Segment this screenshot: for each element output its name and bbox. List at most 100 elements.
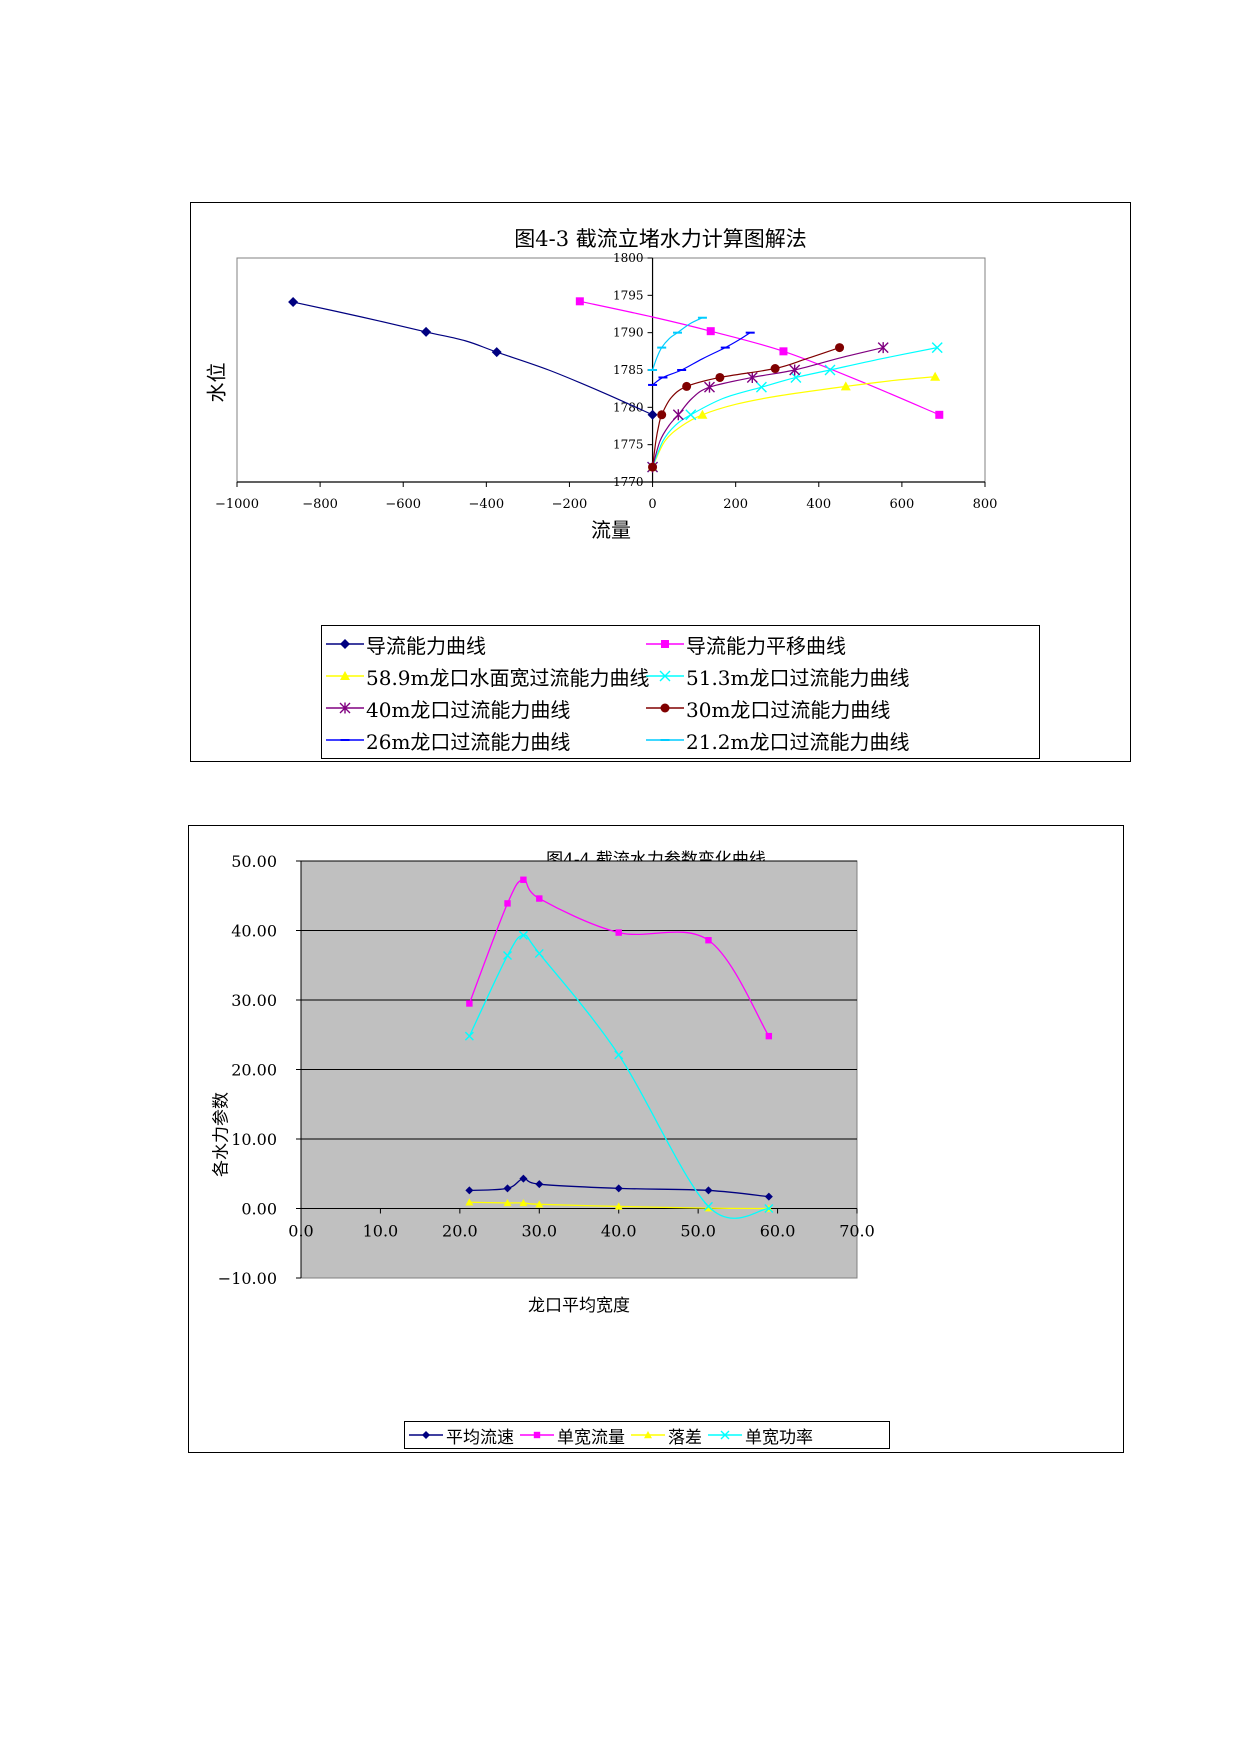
legend-item: 26m龙口过流能力曲线 xyxy=(326,724,570,756)
data-point xyxy=(536,895,543,902)
legend-swatch xyxy=(646,703,684,713)
legend-swatch xyxy=(520,1431,554,1439)
legend-marker xyxy=(644,1431,652,1439)
series-30m龙口过流能力曲线 xyxy=(648,343,845,472)
data-point xyxy=(704,1186,713,1195)
data-point xyxy=(657,410,667,420)
legend-swatch xyxy=(646,670,684,682)
data-point xyxy=(535,1200,544,1208)
x-tick-label: 20.0 xyxy=(442,1222,478,1241)
x-tick-label: 40.0 xyxy=(601,1222,637,1241)
data-point xyxy=(504,900,511,907)
data-point xyxy=(682,381,692,391)
y-tick-label: 1785 xyxy=(613,363,644,377)
x-tick-label: 0.0 xyxy=(288,1222,313,1241)
legend-label: 单宽功率 xyxy=(745,1427,813,1448)
legend-item: 落差 xyxy=(631,1423,702,1448)
y-tick-label: 1775 xyxy=(613,438,644,452)
legend-label: 26m龙口过流能力曲线 xyxy=(366,729,571,754)
series-单宽功率 xyxy=(464,930,774,1219)
legend-marker xyxy=(660,703,670,713)
legend-item: 单宽流量 xyxy=(520,1423,625,1448)
y-tick-label: 1800 xyxy=(613,251,644,265)
data-point xyxy=(534,948,544,958)
data-point xyxy=(746,371,758,383)
legend-label: 58.9m龙口水面宽过流能力曲线 xyxy=(366,665,650,690)
data-point xyxy=(503,1198,512,1207)
x-tick-label: 400 xyxy=(806,497,831,512)
data-point xyxy=(715,372,725,382)
legend-item: 平均流速 xyxy=(409,1423,514,1448)
legend-label: 落差 xyxy=(668,1427,702,1448)
chart-title: 图4-3 截流立堵水力计算图解法 xyxy=(514,227,807,251)
legend-swatch xyxy=(631,1431,665,1439)
x-tick-label: −600 xyxy=(385,497,421,512)
data-point xyxy=(697,409,708,419)
y-tick-label: 30.00 xyxy=(231,991,277,1010)
plot-frame xyxy=(236,257,986,483)
x-tick-label: −200 xyxy=(552,497,588,512)
data-point xyxy=(931,342,943,354)
legend: 平均流速 单宽流量 落差 单宽功率 xyxy=(404,1421,890,1449)
legend-item: 40m龙口过流能力曲线 xyxy=(326,692,570,724)
plot-area-fig-4-3: 1770 1775 1780 1785 1790 1795 1800 −1000 −800 −60… xyxy=(215,251,998,542)
x-tick-label: 600 xyxy=(889,497,914,512)
data-point xyxy=(703,1201,713,1211)
legend-item: 21.2m龙口过流能力曲线 xyxy=(646,724,910,756)
series-单宽流量 xyxy=(466,876,773,1040)
x-tick-label: 0 xyxy=(648,497,656,512)
legend-item: 单宽功率 xyxy=(708,1423,813,1448)
legend: 导流能力曲线 导流能力平移曲线 58.9m龙口水面宽过流能力曲线 51.3m龙口过流能… xyxy=(321,625,1040,759)
legend-marker xyxy=(720,1430,730,1440)
legend-marker xyxy=(659,670,671,682)
data-point xyxy=(824,364,836,376)
series-line xyxy=(579,300,940,416)
data-point xyxy=(615,929,622,936)
legend-item: 导流能力曲线 xyxy=(326,628,486,660)
data-point xyxy=(614,1050,624,1060)
data-point xyxy=(535,1180,544,1189)
data-point xyxy=(770,364,780,374)
legend-swatch xyxy=(326,639,364,649)
data-point xyxy=(706,327,715,336)
x-tick-label: −800 xyxy=(302,497,338,512)
data-point xyxy=(465,1186,474,1195)
series-line xyxy=(651,347,938,468)
plot-area-fig-4-4: −10.00 0.00 10.00 20.00 30.00 40.00 50.00 0.0 10… xyxy=(218,852,875,1316)
series-line xyxy=(652,376,936,468)
legend-label: 平均流速 xyxy=(446,1427,514,1448)
data-point xyxy=(705,937,712,944)
data-point xyxy=(614,1184,623,1193)
data-point xyxy=(703,381,715,393)
y-tick-label: 20.00 xyxy=(231,1061,277,1080)
legend-item: 58.9m龙口水面宽过流能力曲线 xyxy=(326,660,650,692)
legend-swatch xyxy=(409,1431,443,1439)
series-line xyxy=(651,347,840,468)
legend-swatch xyxy=(326,671,364,680)
legend-swatch xyxy=(646,640,684,648)
data-point xyxy=(779,347,788,356)
y-tick-label: −10.00 xyxy=(218,1269,277,1288)
data-point xyxy=(464,1031,474,1041)
data-point xyxy=(519,1198,528,1207)
data-point xyxy=(755,381,767,393)
data-point xyxy=(704,1204,713,1212)
x-tick-label: −1000 xyxy=(215,497,259,512)
y-tick-label: 1780 xyxy=(613,400,644,414)
data-point xyxy=(935,410,944,419)
y-axis-label: 各水力参数 xyxy=(211,1092,232,1177)
series-26m龙口过流能力曲线 xyxy=(648,331,755,386)
legend-item: 30m龙口过流能力曲线 xyxy=(646,692,890,724)
legend-swatch xyxy=(326,739,364,741)
chart-fig-4-3: 图4-3 截流立堵水力计算图解法 1770 1775 1780 1785 1790 179… xyxy=(190,202,1131,762)
y-tick-label: 50.00 xyxy=(231,852,277,871)
data-point xyxy=(930,371,941,381)
y-tick-label: 1795 xyxy=(613,288,644,302)
legend-label: 导流能力平移曲线 xyxy=(686,633,846,658)
data-point xyxy=(575,297,584,306)
legend-marker xyxy=(422,1431,430,1439)
legend-marker xyxy=(661,640,669,648)
x-tick-label: 800 xyxy=(973,497,998,512)
data-point xyxy=(519,1174,528,1183)
y-tick-label: 10.00 xyxy=(231,1130,277,1149)
